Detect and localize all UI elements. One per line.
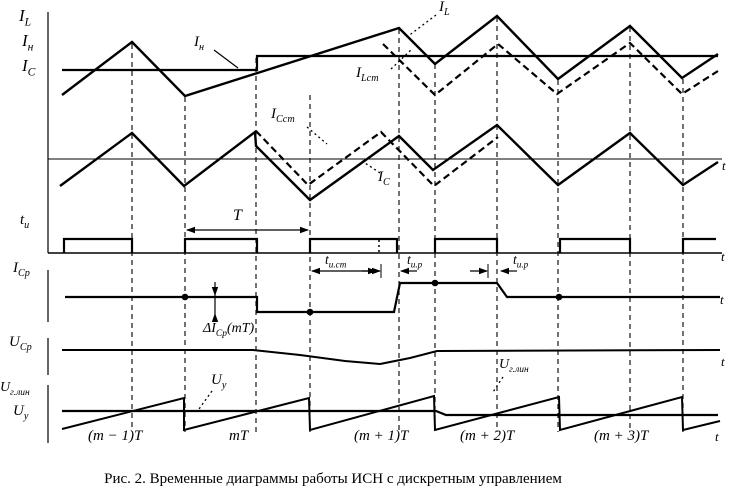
delta-head-down (211, 287, 219, 296)
sample-dot-1 (181, 293, 189, 301)
inductor-current-IL (61, 14, 719, 98)
control-level-Uu (62, 409, 718, 417)
tir2-head-right (479, 267, 488, 275)
pulse-6 (681, 237, 716, 253)
tir1-head-right (372, 267, 381, 275)
pulse-3 (308, 237, 399, 253)
tir2-head-left (500, 267, 509, 275)
delta-head-up (211, 313, 219, 322)
leader-ICst (306, 126, 328, 145)
sample-dot-3 (431, 279, 439, 287)
figure-caption: Рис. 2. Временные диаграммы работы ИСН с… (104, 471, 562, 487)
T-head-left (186, 226, 195, 234)
leader-IC (361, 160, 381, 174)
leader-ILst (390, 48, 413, 70)
tist-head-left (311, 267, 320, 275)
sampled-current-ICr (65, 281, 720, 314)
capacitor-current-ICst-dashed (255, 130, 499, 188)
inductor-current-ILst-dashed (382, 41, 719, 97)
pulse-2 (183, 237, 259, 253)
capacitor-current-IC (59, 123, 719, 202)
pulse-5 (558, 237, 632, 253)
sample-dot-2 (306, 308, 314, 316)
leader-In (213, 49, 239, 69)
pulse-4 (433, 237, 499, 253)
ramp-voltage-Uglin (61, 394, 721, 432)
pulse-1 (62, 237, 134, 253)
leader-Uglin (492, 376, 504, 393)
load-current-In (62, 54, 718, 72)
leader-Uu (198, 390, 213, 410)
tir1-head-left (400, 267, 409, 275)
sample-dot-4 (555, 293, 563, 301)
average-voltage-UCr (62, 349, 721, 366)
leader-IL (406, 14, 437, 38)
T-head-right (300, 226, 309, 234)
